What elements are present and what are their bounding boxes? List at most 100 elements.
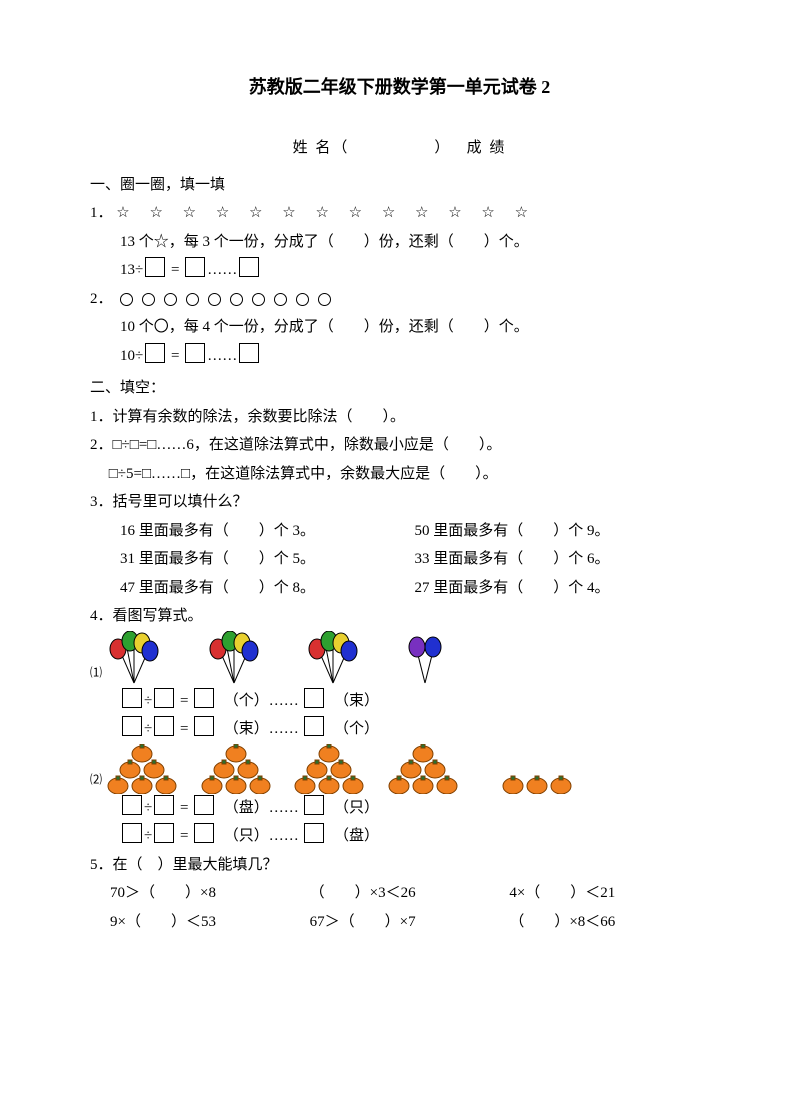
q4-2-eq-a: ÷ = （盘）…… （只） [90, 794, 709, 823]
circle-row [116, 291, 340, 307]
q5-cell: 67＞（ ）×7 [310, 908, 510, 937]
blank-box[interactable] [194, 823, 214, 843]
op-dots: …… [269, 800, 299, 816]
q5-cell: 4×（ ）＜21 [509, 879, 709, 908]
circle-icon [142, 293, 155, 306]
s2-q3-row: 31 里面最多有（ ）个 5。 33 里面最多有（ ）个 6。 [90, 545, 709, 574]
q2-line: 2． [90, 285, 709, 314]
page-title: 苏教版二年级下册数学第一单元试卷 2 [90, 70, 709, 104]
blank-box[interactable] [122, 716, 142, 736]
op-dots: …… [269, 693, 299, 709]
q3-cell: 33 里面最多有（ ）个 6。 [415, 545, 710, 574]
blank-box[interactable] [122, 795, 142, 815]
op-eq: = [176, 828, 192, 844]
s2-q3-row: 47 里面最多有（ ）个 8。 27 里面最多有（ ）个 4。 [90, 574, 709, 603]
pumpkin-pyramid-icon [293, 744, 365, 794]
blank-box[interactable] [194, 716, 214, 736]
blank-box[interactable] [239, 257, 259, 277]
unit-shu: （束） [342, 693, 380, 709]
s2-q3-row: 16 里面最多有（ ）个 3。 50 里面最多有（ ）个 9。 [90, 517, 709, 546]
eq-text: = [167, 348, 183, 364]
blank-box[interactable] [154, 795, 174, 815]
blank-box[interactable] [154, 716, 174, 736]
circle-icon [186, 293, 199, 306]
q5-cell: 9×（ ）＜53 [110, 908, 310, 937]
q3-cell: 27 里面最多有（ ）个 4。 [415, 574, 710, 603]
sub-number: ⑵ [90, 772, 102, 786]
blank-box[interactable] [122, 823, 142, 843]
blank-box[interactable] [145, 343, 165, 363]
balloon-pair-icon [405, 631, 445, 687]
q1-line: 1． ☆ ☆ ☆ ☆ ☆ ☆ ☆ ☆ ☆ ☆ ☆ ☆ ☆ [90, 199, 709, 228]
section-1-head: 一、圈一圈，填一填 [90, 171, 709, 200]
circle-icon [230, 293, 243, 306]
circle-icon [296, 293, 309, 306]
q2-number: 2． [90, 291, 113, 307]
blank-box[interactable] [185, 257, 205, 277]
q2-text: 10 个〇，每 4 个一份，分成了（ ）份，还剩（ ）个。 [90, 313, 709, 342]
s2-q2b: □÷5=□……□，在这道除法算式中，余数最大应是（ ）。 [90, 460, 709, 489]
blank-box[interactable] [194, 688, 214, 708]
q4-1-eq-b: ÷ = （束）…… （个） [90, 715, 709, 744]
blank-box[interactable] [122, 688, 142, 708]
circle-icon [318, 293, 331, 306]
q2-equation: 10÷ = …… [90, 342, 709, 371]
unit-zhi: （只） [231, 828, 269, 844]
pumpkin-pyramid-icon [387, 744, 459, 794]
q5-cell: （ ）×3＜26 [310, 879, 510, 908]
op-divide: ÷ [144, 721, 152, 737]
q5-cell: （ ）×8＜66 [509, 908, 709, 937]
s2-q5-row: 9×（ ）＜53 67＞（ ）×7 （ ）×8＜66 [90, 908, 709, 937]
circle-icon [274, 293, 287, 306]
eq-text: 13÷ [120, 262, 143, 278]
blank-box[interactable] [145, 257, 165, 277]
pumpkin-extra-icon [501, 765, 573, 794]
q5-cell: 70＞（ ）×8 [110, 879, 310, 908]
pumpkin-pyramid-icon [200, 744, 272, 794]
op-divide: ÷ [144, 693, 152, 709]
op-dots: …… [269, 721, 299, 737]
s2-q4-head: 4．看图写算式。 [90, 602, 709, 631]
blank-box[interactable] [304, 688, 324, 708]
blank-box[interactable] [194, 795, 214, 815]
circle-icon [208, 293, 221, 306]
s2-q2a: 2．□÷□=□……6，在这道除法算式中，除数最小应是（ ）。 [90, 431, 709, 460]
balloon-bunch-icon [206, 631, 262, 687]
q4-2-eq-b: ÷ = （只）…… （盘） [90, 822, 709, 851]
name-score-line: 姓 名（ ） 成 绩 [90, 134, 709, 163]
blank-box[interactable] [154, 823, 174, 843]
op-dots: …… [269, 828, 299, 844]
eq-text: …… [207, 348, 237, 364]
blank-box[interactable] [304, 716, 324, 736]
blank-box[interactable] [304, 795, 324, 815]
op-divide: ÷ [144, 800, 152, 816]
s2-q5-head: 5．在（ ）里最大能填几？ [90, 851, 709, 880]
unit-ge: （个） [231, 693, 269, 709]
blank-box[interactable] [185, 343, 205, 363]
pumpkin-pyramid-icon [106, 744, 178, 794]
op-divide: ÷ [144, 828, 152, 844]
blank-box[interactable] [154, 688, 174, 708]
blank-box[interactable] [239, 343, 259, 363]
s2-q5-row: 70＞（ ）×8 （ ）×3＜26 4×（ ）＜21 [90, 879, 709, 908]
q3-cell: 31 里面最多有（ ）个 5。 [120, 545, 415, 574]
eq-text: = [167, 262, 183, 278]
s2-q1: 1．计算有余数的除法，余数要比除法（ ）。 [90, 403, 709, 432]
s2-q3-head: 3．括号里可以填什么？ [90, 488, 709, 517]
eq-text: …… [207, 262, 237, 278]
section-2-head: 二、填空： [90, 374, 709, 403]
blank-box[interactable] [304, 823, 324, 843]
unit-ge: （个） [342, 721, 380, 737]
eq-text: 10÷ [120, 348, 143, 364]
star-row: ☆ ☆ ☆ ☆ ☆ ☆ ☆ ☆ ☆ ☆ ☆ ☆ ☆ [116, 205, 536, 221]
q4-1-eq-a: ÷ = （个）…… （束） [90, 687, 709, 716]
sub-number: ⑴ [90, 665, 102, 679]
unit-pan: （盘） [231, 800, 269, 816]
q1-equation: 13÷ = …… [90, 256, 709, 285]
q1-text: 13 个☆，每 3 个一份，分成了（ ）份，还剩（ ）个。 [90, 228, 709, 257]
q3-cell: 50 里面最多有（ ）个 9。 [415, 517, 710, 546]
q3-cell: 47 里面最多有（ ）个 8。 [120, 574, 415, 603]
circle-icon [120, 293, 133, 306]
worksheet-page: 苏教版二年级下册数学第一单元试卷 2 姓 名（ ） 成 绩 一、圈一圈，填一填 … [0, 0, 799, 1107]
unit-shu: （束） [231, 721, 269, 737]
